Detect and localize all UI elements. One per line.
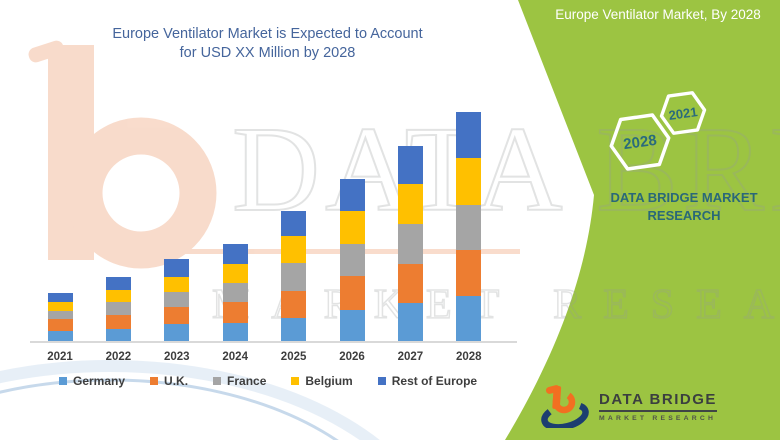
legend-label: Belgium [305,374,353,388]
legend-swatch-icon [377,377,386,385]
bar-segment-belgium [397,183,423,224]
bar-segment-rest-of-europe [222,243,248,264]
bar-segment-rest-of-europe [397,145,423,184]
chart-title: Europe Ventilator Market is Expected to … [15,25,520,63]
logo-tagline: MARKET RESEARCH [599,415,717,422]
logo-wordmark: DATA BRIDGE MARKET RESEARCH [599,391,717,422]
bar-segment-germany [281,317,307,342]
hexagon-2021: 2021 [656,89,709,137]
bar-segment-u-k- [105,314,131,329]
x-axis-label-2028: 2028 [456,351,482,363]
bar-segment-u-k- [222,302,248,323]
bar-segment-france [456,204,482,250]
bar-segment-rest-of-europe [456,112,482,158]
hexagon-outline-icon [609,113,671,171]
bar-segment-germany [164,324,190,342]
bar-segment-u-k- [47,319,73,331]
bar-segment-germany [47,330,73,342]
bar-segment-u-k- [339,276,365,310]
bar-segment-belgium [164,276,190,292]
x-axis-label-2021: 2021 [47,351,73,363]
legend-item-rest-of-europe: Rest of Europe [377,374,478,388]
legend-swatch-icon [59,377,67,385]
legend-swatch-icon [150,377,159,385]
legend-item-belgium: Belgium [291,374,353,388]
bar-segment-germany [339,310,365,342]
bar-2025 [281,210,307,342]
bar-segment-france [397,224,423,264]
logo-name: DATA BRIDGE [599,391,717,412]
databridge-b-icon [541,385,589,428]
bar-segment-u-k- [164,307,190,324]
panel-brand-line1: DATA BRIDGE MARKET [610,190,758,205]
legend-item-france: France [213,374,266,388]
bar-segment-u-k- [281,291,307,318]
bar-segment-belgium [105,289,131,302]
bar-segment-rest-of-europe [105,277,131,290]
x-axis-label-2023: 2023 [164,351,190,363]
legend-swatch-icon [213,377,222,385]
hexagon-2028: 2028 [604,110,675,174]
hexagon-outline-icon [659,91,707,135]
bar-segment-germany [456,296,482,342]
bar-segment-rest-of-europe [339,178,365,211]
bar-segment-germany [397,302,423,342]
bar-segment-belgium [47,301,73,311]
bar-segment-belgium [339,211,365,244]
bar-segment-germany [105,329,131,342]
chart-title-line2: for USD XX Million by 2028 [179,45,356,61]
panel-brand-text: DATA BRIDGE MARKET RESEARCH [588,189,780,224]
bar-2023 [164,259,190,342]
chart-legend: Germany U.K. France Belgium Rest of Europe [59,374,477,388]
x-axis-label-2024: 2024 [222,351,248,363]
chart-title-line1: Europe Ventilator Market is Expected to … [112,26,423,42]
legend-item-u-k-: U.K. [150,374,188,388]
legend-item-germany: Germany [59,374,125,388]
bar-2024 [222,243,248,342]
legend-label: France [227,374,267,388]
bar-segment-germany [222,323,248,342]
panel-heading: Europe Ventilator Market, By 2028 [555,7,761,22]
bar-segment-u-k- [456,250,482,296]
x-axis-label-2026: 2026 [339,351,365,363]
hexagon-2021-label: 2021 [667,103,699,123]
bar-2027 [397,145,423,342]
bar-segment-u-k- [397,264,423,303]
bar-segment-rest-of-europe [47,293,73,302]
legend-label: U.K. [164,374,189,388]
bar-segment-france [105,301,131,315]
legend-label: Germany [73,374,126,388]
bar-segment-belgium [222,264,248,283]
bar-segment-belgium [281,236,307,263]
bar-2022 [105,277,131,342]
x-axis-line [30,341,517,343]
legend-label: Rest of Europe [391,374,478,388]
bar-segment-france [281,263,307,291]
bar-segment-belgium [456,158,482,205]
bar-2028 [456,112,482,342]
bar-segment-france [164,291,190,307]
bar-segment-france [339,244,365,276]
bar-segment-france [47,310,73,319]
panel-brand-line2: RESEARCH [647,207,721,223]
bar-segment-france [222,283,248,302]
bar-segment-rest-of-europe [281,210,307,236]
x-axis-label-2025: 2025 [280,351,307,363]
legend-swatch-icon [291,377,300,385]
bar-segment-rest-of-europe [164,259,190,277]
bar-2026 [339,178,365,342]
databridge-logo: DATA BRIDGE MARKET RESEARCH [540,382,717,428]
x-axis-label-2022: 2022 [105,351,132,363]
x-axis-label-2027: 2027 [397,351,424,363]
bar-2021 [47,293,73,342]
